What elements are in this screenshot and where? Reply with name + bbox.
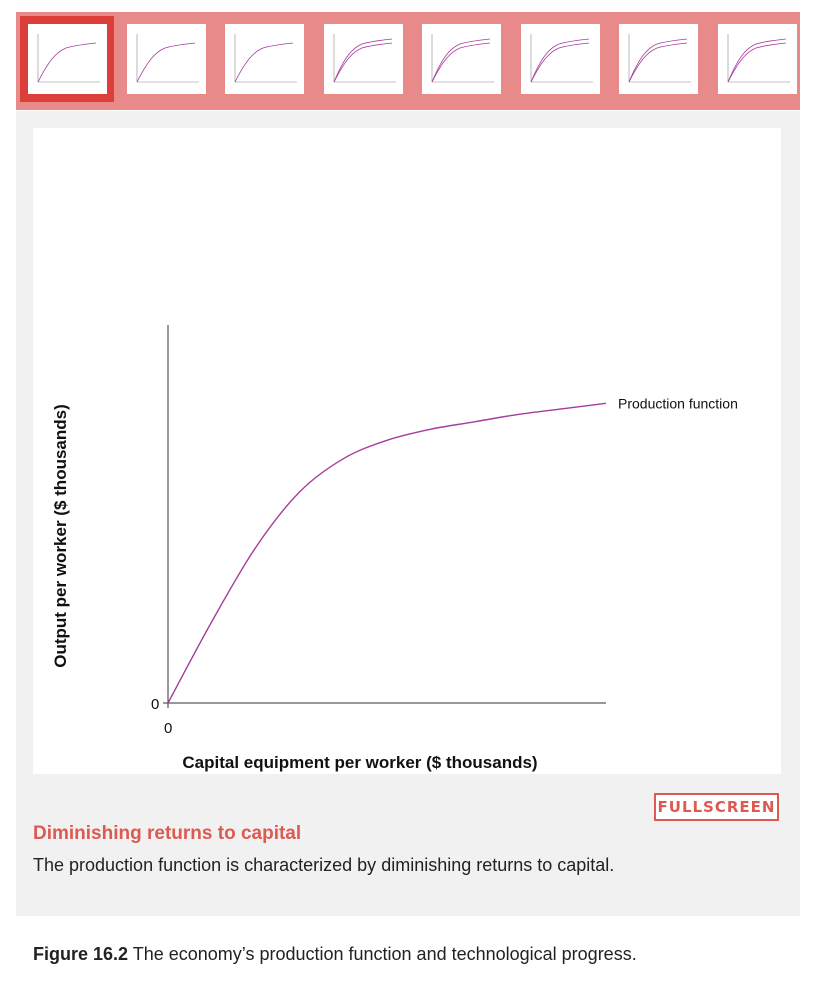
- step-thumbnail-8[interactable]: [710, 16, 804, 102]
- fullscreen-button[interactable]: FULLSCREEN: [654, 793, 779, 821]
- figure-panel: Output per worker ($ thousands) Capital …: [16, 111, 800, 916]
- step-thumbnail-preview: [225, 24, 304, 94]
- chart-card: Output per worker ($ thousands) Capital …: [33, 128, 781, 774]
- figure-number: Figure 16.2: [33, 944, 129, 964]
- step-thumbnail-preview: [520, 24, 600, 94]
- step-thumbnail-preview: [323, 24, 403, 94]
- caption-title: Diminishing returns to capital: [33, 823, 302, 844]
- step-thumbnail-2[interactable]: [119, 16, 213, 102]
- step-thumbnail-preview: [619, 24, 698, 94]
- x-tick-label: 0: [164, 720, 172, 737]
- y-tick-label: 0: [151, 696, 159, 713]
- x-axis-label: Capital equipment per worker ($ thousand…: [182, 753, 537, 772]
- figure-caption: Figure 16.2 The economy’s production fun…: [33, 944, 637, 965]
- step-thumbnail-7[interactable]: [611, 16, 705, 102]
- step-thumbnail-preview: [422, 24, 501, 94]
- step-thumbnail-preview: [28, 24, 107, 94]
- step-thumbnail-preview: [126, 24, 206, 94]
- series-label: Production function: [618, 395, 738, 411]
- step-thumbnail-5[interactable]: [414, 16, 508, 102]
- step-thumbnail-preview: [717, 24, 797, 94]
- production-function-chart: Output per worker ($ thousands) Capital …: [51, 325, 738, 772]
- step-thumbnail-1[interactable]: [20, 16, 114, 102]
- figure-title: The economy’s production function and te…: [128, 944, 637, 964]
- y-axis-label: Output per worker ($ thousands): [51, 404, 70, 668]
- step-navigator: [16, 12, 800, 110]
- step-thumbnail-3[interactable]: [217, 16, 311, 102]
- series-line-1: [167, 402, 607, 704]
- step-thumbnail-4[interactable]: [316, 16, 410, 102]
- step-thumbnail-6[interactable]: [513, 16, 607, 102]
- caption-text: The production function is characterized…: [33, 855, 615, 875]
